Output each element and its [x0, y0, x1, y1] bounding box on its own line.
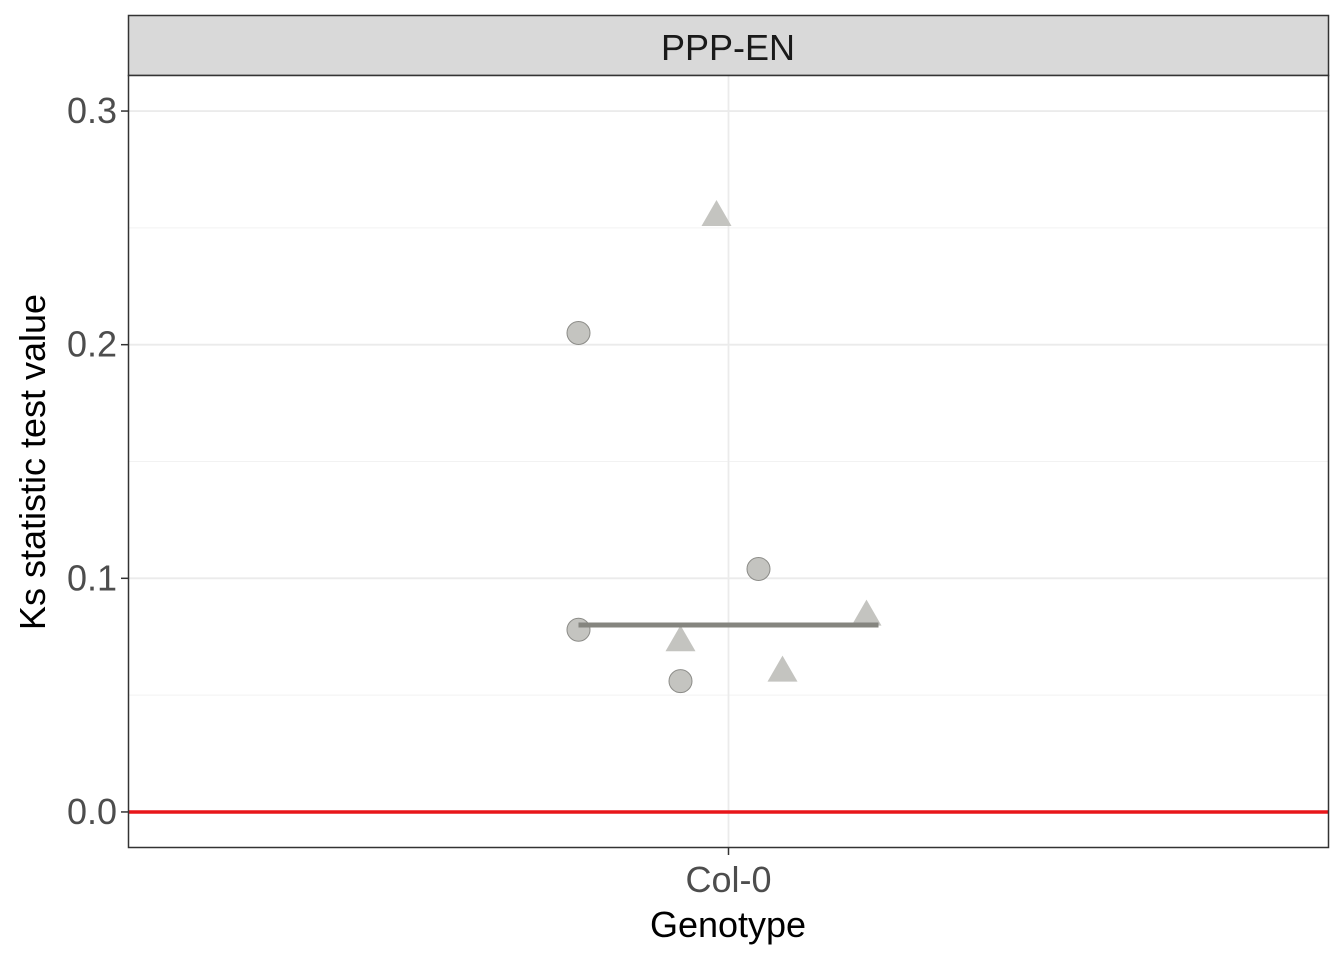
facet-label: PPP-EN	[661, 27, 795, 68]
y-axis-title: Ks statistic test value	[12, 294, 53, 630]
y-tick-label-0: 0.0	[67, 791, 117, 832]
x-axis-title: Genotype	[650, 904, 806, 945]
data-point-circle-3	[746, 556, 771, 581]
y-axis: 0.0 0.1 0.2 0.3	[67, 90, 129, 832]
x-axis: Col-0	[685, 847, 772, 900]
facet-strip	[127, 14, 1330, 77]
data-point-triangle-1	[665, 625, 696, 652]
y-tick-label-1: 0.1	[67, 557, 117, 598]
data-point-circle-0	[566, 321, 591, 345]
data-point-triangle-2	[767, 655, 798, 682]
y-tick-label-2: 0.2	[67, 324, 117, 365]
data-point-circle-2	[668, 669, 693, 694]
data-point-triangle-3	[851, 599, 882, 626]
data-point-triangle-0	[701, 200, 732, 227]
data-point-circle-1	[566, 617, 591, 642]
x-tick-label-0: Col-0	[685, 859, 771, 900]
y-tick-label-3: 0.3	[67, 90, 117, 131]
